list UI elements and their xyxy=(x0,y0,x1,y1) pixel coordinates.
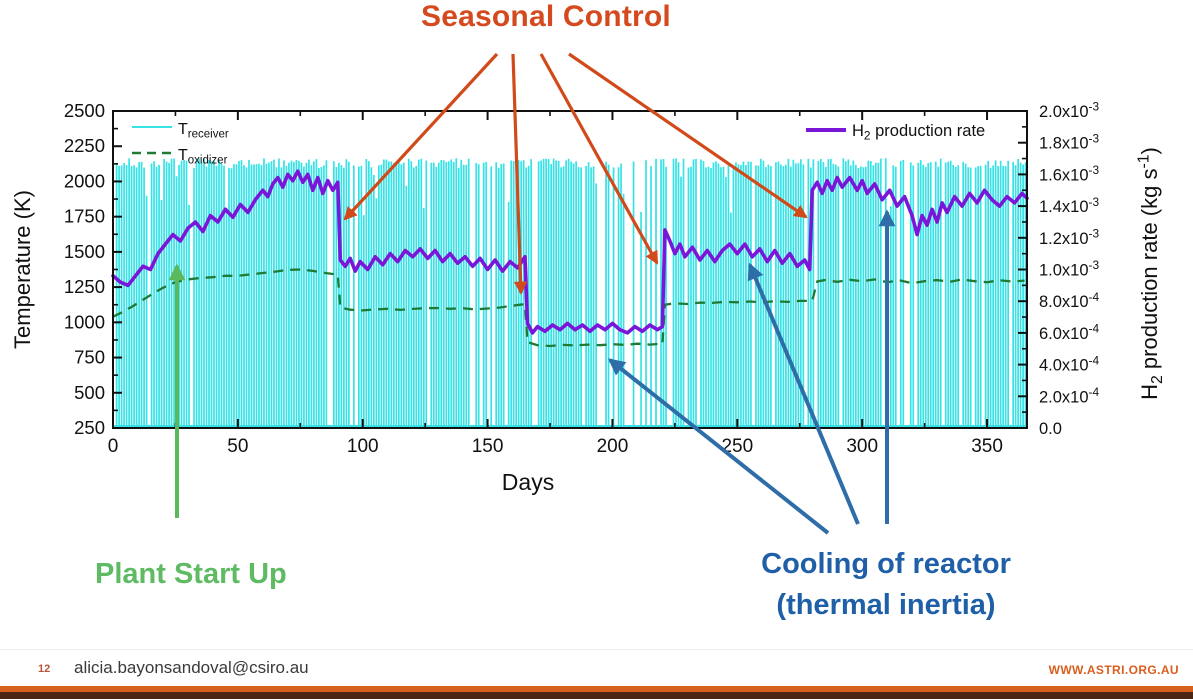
svg-text:1000: 1000 xyxy=(64,311,105,332)
svg-text:1.6x10-3: 1.6x10-3 xyxy=(1039,163,1100,184)
svg-text:8.0x10-4: 8.0x10-4 xyxy=(1039,290,1100,311)
footer-dark-bar xyxy=(0,692,1193,699)
cooling-of-reactor-label: Cooling of reactor (thermal inertia) xyxy=(716,544,1056,626)
svg-text:1.0x10-3: 1.0x10-3 xyxy=(1039,258,1100,279)
svg-text:250: 250 xyxy=(74,417,105,438)
svg-text:1.4x10-3: 1.4x10-3 xyxy=(1039,195,1100,216)
svg-text:2250: 2250 xyxy=(64,135,105,156)
svg-text:Toxidizer: Toxidizer xyxy=(178,147,228,167)
svg-text:200: 200 xyxy=(597,436,629,457)
svg-text:H2 production rate (kg s-1): H2 production rate (kg s-1) xyxy=(1136,147,1166,400)
svg-text:1500: 1500 xyxy=(64,241,105,262)
svg-text:Treceiver: Treceiver xyxy=(178,121,229,141)
svg-text:500: 500 xyxy=(74,382,105,403)
svg-text:300: 300 xyxy=(846,436,878,457)
slide-title: Seasonal Control xyxy=(421,0,671,33)
svg-text:1750: 1750 xyxy=(64,206,105,227)
svg-text:350: 350 xyxy=(971,436,1003,457)
svg-text:750: 750 xyxy=(74,347,105,368)
svg-text:100: 100 xyxy=(347,436,379,457)
svg-text:2.0x10-3: 2.0x10-3 xyxy=(1039,100,1100,121)
author-email: alicia.bayonsandoval@csiro.au xyxy=(74,658,309,677)
website-url: WWW.ASTRI.ORG.AU xyxy=(1048,663,1179,677)
svg-text:0: 0 xyxy=(108,436,119,457)
oxidizer-line-series xyxy=(112,268,1025,348)
footer-orange-bar xyxy=(0,686,1193,693)
h2-axis: 0.0 2.0x10-4 4.0x10-4 6.0x10-4 8.0x10-4 1.0x1… xyxy=(1018,100,1166,438)
svg-text:Temperature (K): Temperature (K) xyxy=(10,190,35,349)
svg-text:1.2x10-3: 1.2x10-3 xyxy=(1039,227,1100,248)
svg-text:6.0x10-4: 6.0x10-4 xyxy=(1039,322,1100,343)
page-number: 12 xyxy=(38,663,51,675)
svg-text:Days: Days xyxy=(502,469,554,495)
h2-line-series xyxy=(111,169,1029,335)
svg-text:0.0: 0.0 xyxy=(1039,420,1062,438)
svg-text:1.8x10-3: 1.8x10-3 xyxy=(1039,131,1100,152)
svg-text:150: 150 xyxy=(472,436,504,457)
svg-text:2500: 2500 xyxy=(64,100,105,121)
footer-divider xyxy=(0,649,1193,650)
legend: Treceiver Toxidizer H2 production rate xyxy=(132,121,985,167)
svg-text:H2 production rate: H2 production rate xyxy=(852,122,985,143)
svg-text:4.0x10-4: 4.0x10-4 xyxy=(1039,353,1100,374)
receiver-bars-series xyxy=(114,158,1027,428)
svg-text:250: 250 xyxy=(721,436,753,457)
svg-text:50: 50 xyxy=(227,436,248,457)
plant-start-up-label: Plant Start Up xyxy=(95,558,287,590)
svg-text:1250: 1250 xyxy=(64,276,105,297)
svg-text:2.0x10-4: 2.0x10-4 xyxy=(1039,385,1100,406)
cooling-line2: (thermal inertia) xyxy=(776,589,996,621)
axes: 0 50 100 150 200 250 300 350 Days xyxy=(108,110,1028,495)
blue-annotation-arrows xyxy=(608,209,896,535)
cooling-line1: Cooling of reactor xyxy=(761,548,1011,580)
svg-text:2000: 2000 xyxy=(64,170,105,191)
orange-annotation-arrows xyxy=(343,52,808,296)
temperature-axis: 250 500 750 1000 1250 1500 1750 2000 2250 2500 Tem… xyxy=(10,100,122,438)
